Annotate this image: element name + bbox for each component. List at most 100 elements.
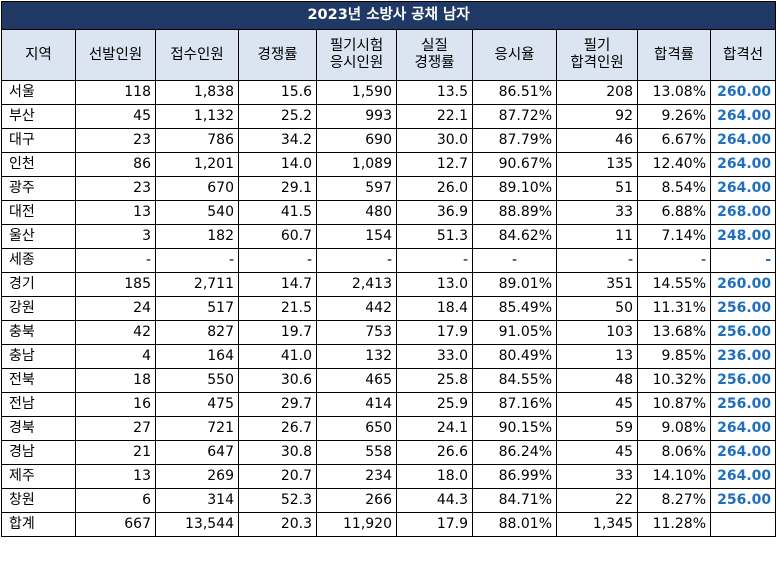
- table-row: 창원 6 314 52.3 266 44.3 84.71% 22 8.27% 256.00: [1, 488, 777, 513]
- cutoff-cell: 264.00: [709, 464, 777, 489]
- region-cell: 세종: [1, 248, 76, 273]
- table-row: 충남 4 164 41.0 132 33.0 80.49% 13 9.85% 236.00: [1, 344, 777, 369]
- value-cell: 185: [75, 272, 156, 297]
- value-cell: 16: [75, 392, 156, 417]
- value-cell: 88.01%: [472, 512, 557, 537]
- header-applicants: 접수인원: [155, 29, 239, 81]
- value-cell: 26.6: [396, 440, 473, 465]
- value-cell: 234: [316, 464, 397, 489]
- value-cell: 20.7: [238, 464, 317, 489]
- value-cell: 25.8: [396, 368, 473, 393]
- table-row: 부산 45 1,132 25.2 993 22.1 87.72% 92 9.26% 264.00: [1, 104, 777, 129]
- region-cell: 창원: [1, 488, 76, 513]
- value-cell: 46: [556, 128, 638, 153]
- value-cell: 41.5: [238, 200, 317, 225]
- header-label: 응시율: [494, 46, 535, 63]
- table-row: 전북 18 550 30.6 465 25.8 84.55% 48 10.32% 256.00: [1, 368, 777, 393]
- value-cell: 36.9: [396, 200, 473, 225]
- value-cell: 1,089: [316, 152, 397, 177]
- header-competition-rate: 경쟁률: [238, 29, 317, 81]
- value-cell: 208: [556, 80, 638, 105]
- cutoff-cell: 256.00: [709, 320, 777, 345]
- value-cell: 164: [155, 344, 239, 369]
- table-row: 울산 3 182 60.7 154 51.3 84.62% 11 7.14% 248.00: [1, 224, 777, 249]
- value-cell: 48: [556, 368, 638, 393]
- value-cell: 690: [316, 128, 397, 153]
- region-cell: 충남: [1, 344, 76, 369]
- value-cell: 89.10%: [472, 176, 557, 201]
- cutoff-cell: -: [709, 248, 777, 273]
- cutoff-cell: 256.00: [709, 488, 777, 513]
- value-cell: -: [238, 248, 317, 273]
- value-cell: 14.7: [238, 272, 317, 297]
- value-cell: 34.2: [238, 128, 317, 153]
- value-cell: 42: [75, 320, 156, 345]
- cutoff-cell: 264.00: [709, 104, 777, 129]
- value-cell: -: [637, 248, 711, 273]
- value-cell: 24: [75, 296, 156, 321]
- value-cell: 1,201: [155, 152, 239, 177]
- value-cell: 18.4: [396, 296, 473, 321]
- header-label: 응시인원: [329, 55, 384, 71]
- value-cell: 12.40%: [637, 152, 711, 177]
- header-pass-rate: 합격률: [637, 29, 711, 81]
- competition-table: 2023년 소방사 공채 남자 지역 선발인원 접수인원 경쟁률 필기시험 응시인원 실질 경…: [0, 1, 777, 537]
- value-cell: 21: [75, 440, 156, 465]
- value-cell: -: [75, 248, 156, 273]
- value-cell: 269: [155, 464, 239, 489]
- value-cell: 9.26%: [637, 104, 711, 129]
- cutoff-cell: 256.00: [709, 296, 777, 321]
- table-row: 서울 118 1,838 15.6 1,590 13.5 86.51% 208 13.08% 26…: [1, 80, 777, 105]
- value-cell: 91.05%: [472, 320, 557, 345]
- value-cell: 7.14%: [637, 224, 711, 249]
- value-cell: 15.6: [238, 80, 317, 105]
- value-cell: 26.0: [396, 176, 473, 201]
- value-cell: 51.3: [396, 224, 473, 249]
- header-label: 경쟁률: [257, 46, 298, 63]
- region-cell: 전북: [1, 368, 76, 393]
- value-cell: 89.01%: [472, 272, 557, 297]
- table-row: 전남 16 475 29.7 414 25.9 87.16% 45 10.87% 256.00: [1, 392, 777, 417]
- header-region: 지역: [1, 29, 76, 81]
- value-cell: 30.8: [238, 440, 317, 465]
- value-cell: 13: [75, 200, 156, 225]
- header-written-takers: 필기시험 응시인원: [316, 29, 397, 81]
- value-cell: 597: [316, 176, 397, 201]
- region-cell: 서울: [1, 80, 76, 105]
- region-cell: 인천: [1, 152, 76, 177]
- value-cell: 45: [556, 440, 638, 465]
- value-cell: 84.71%: [472, 488, 557, 513]
- value-cell: 17.9: [396, 320, 473, 345]
- value-cell: 33: [556, 200, 638, 225]
- value-cell: 87.72%: [472, 104, 557, 129]
- value-cell: 993: [316, 104, 397, 129]
- value-cell: 51: [556, 176, 638, 201]
- value-cell: 13: [75, 464, 156, 489]
- value-cell: 558: [316, 440, 397, 465]
- value-cell: 87.79%: [472, 128, 557, 153]
- value-cell: 475: [155, 392, 239, 417]
- table-row: 광주 23 670 29.1 597 26.0 89.10% 51 8.54% 264.00: [1, 176, 777, 201]
- region-cell: 대전: [1, 200, 76, 225]
- value-cell: 414: [316, 392, 397, 417]
- value-cell: 11,920: [316, 512, 397, 537]
- value-cell: 17.9: [396, 512, 473, 537]
- cutoff-cell: 264.00: [709, 128, 777, 153]
- value-cell: 59: [556, 416, 638, 441]
- value-cell: 30.0: [396, 128, 473, 153]
- value-cell: 60.7: [238, 224, 317, 249]
- value-cell: 667: [75, 512, 156, 537]
- value-cell: 154: [316, 224, 397, 249]
- table-row: 경기 185 2,711 14.7 2,413 13.0 89.01% 351 14.55% 26…: [1, 272, 777, 297]
- value-cell: 52.3: [238, 488, 317, 513]
- value-cell: 84.62%: [472, 224, 557, 249]
- region-cell: 경기: [1, 272, 76, 297]
- cutoff-cell: 236.00: [709, 344, 777, 369]
- value-cell: 13.5: [396, 80, 473, 105]
- value-cell: 540: [155, 200, 239, 225]
- value-cell: 103: [556, 320, 638, 345]
- value-cell: 182: [155, 224, 239, 249]
- value-cell: 23: [75, 176, 156, 201]
- header-written-passed: 필기 합격인원: [556, 29, 638, 81]
- value-cell: 6: [75, 488, 156, 513]
